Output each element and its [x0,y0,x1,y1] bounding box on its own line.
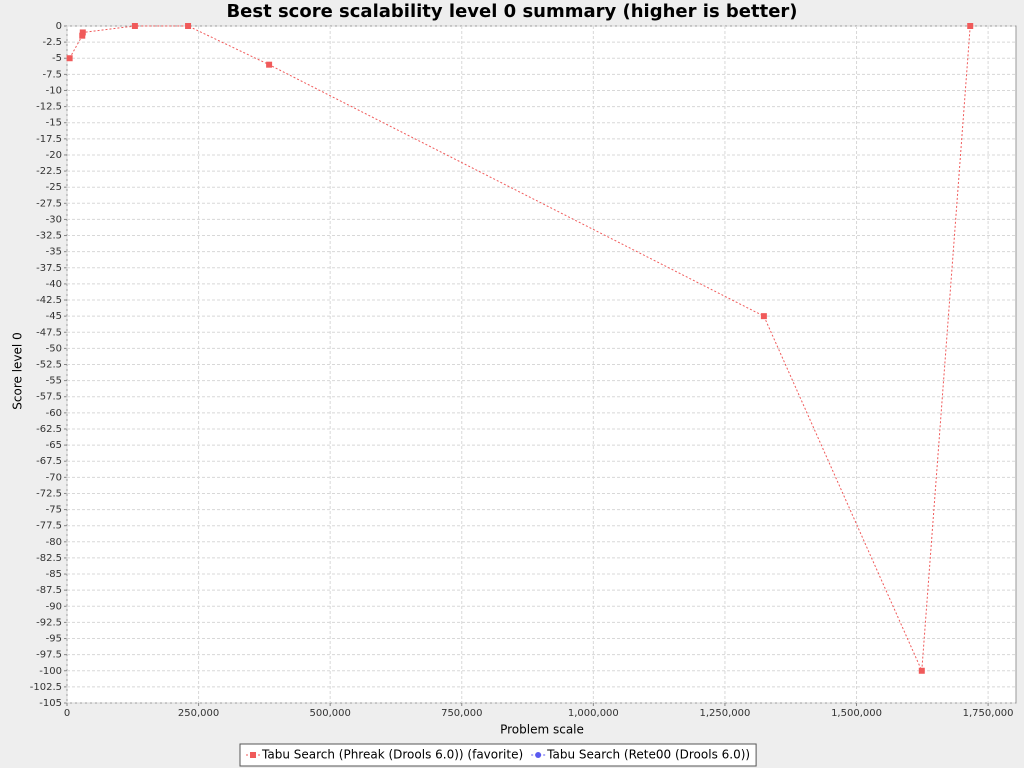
x-tick-label: 250,000 [178,708,219,719]
y-tick-label: -5 [52,53,62,64]
data-point [79,29,86,36]
y-tick-label: -85 [46,569,62,580]
y-tick-label: -35 [46,247,62,258]
x-tick-label: 1,750,000 [963,708,1014,719]
y-tick-label: -30 [46,214,62,225]
y-tick-label: -67.5 [36,456,62,467]
data-point [918,667,925,674]
legend-marker [535,752,542,758]
y-tick-label: -100 [39,666,62,677]
data-point [79,32,86,39]
y-tick-label: -15 [46,118,62,129]
y-tick-label: -90 [46,601,62,612]
y-tick-label: -105 [39,698,62,709]
data-point [66,55,73,62]
y-tick-label: -60 [46,408,62,419]
y-tick-label: -72.5 [36,488,62,499]
y-tick-label: -37.5 [36,263,62,274]
y-tick-label: -7.5 [42,69,62,80]
y-tick-label: -55 [46,376,62,387]
legend-label: Tabu Search (Rete00 (Drools 6.0)) [546,748,750,762]
y-tick-label: -102.5 [30,682,62,693]
x-tick-label: 500,000 [309,708,350,719]
y-tick-label: -95 [46,634,62,645]
y-tick-label: -25 [46,182,62,193]
data-point [967,23,974,29]
y-tick-label: -12.5 [36,102,62,113]
y-tick-label: -22.5 [36,166,62,177]
legend-label: Tabu Search (Phreak (Drools 6.0)) (favor… [261,748,523,762]
legend [239,743,757,767]
x-tick-label: 0 [64,708,70,719]
data-point [760,313,767,320]
x-tick-label: 1,000,000 [568,708,619,719]
y-tick-label: -2.5 [42,37,62,48]
data-point [266,61,273,68]
x-tick-label: 1,250,000 [699,708,750,719]
y-tick-label: 0 [56,21,62,32]
y-tick-label: -42.5 [36,295,62,306]
y-tick-label: -97.5 [36,650,62,661]
y-tick-label: -52.5 [36,360,62,371]
y-tick-label: -17.5 [36,134,62,145]
y-tick-label: -57.5 [36,392,62,403]
y-tick-label: -65 [46,440,62,451]
y-tick-label: -45 [46,311,62,322]
y-tick-label: -10 [46,85,62,96]
y-tick-label: -80 [46,537,62,548]
data-point [131,23,138,29]
y-tick-label: -82.5 [36,553,62,564]
x-axis-label: Problem scale [500,723,584,737]
y-axis-label: Score level 0 [11,332,25,409]
y-tick-label: -70 [46,472,62,483]
y-tick-label: -87.5 [36,585,62,596]
y-tick-label: -20 [46,150,62,161]
y-tick-label: -50 [46,343,62,354]
y-tick-label: -40 [46,279,62,290]
y-tick-label: -47.5 [36,327,62,338]
y-tick-label: -62.5 [36,424,62,435]
y-tick-label: -27.5 [36,198,62,209]
y-tick-label: -77.5 [36,521,62,532]
data-point [185,23,192,29]
legend-marker [250,752,256,758]
chart-title: Best score scalability level 0 summary (… [226,1,797,22]
x-tick-label: 750,000 [441,708,482,719]
y-tick-label: -92.5 [36,617,62,628]
y-tick-label: -75 [46,505,62,516]
y-tick-label: -32.5 [36,231,62,242]
x-tick-label: 1,500,000 [831,708,882,719]
